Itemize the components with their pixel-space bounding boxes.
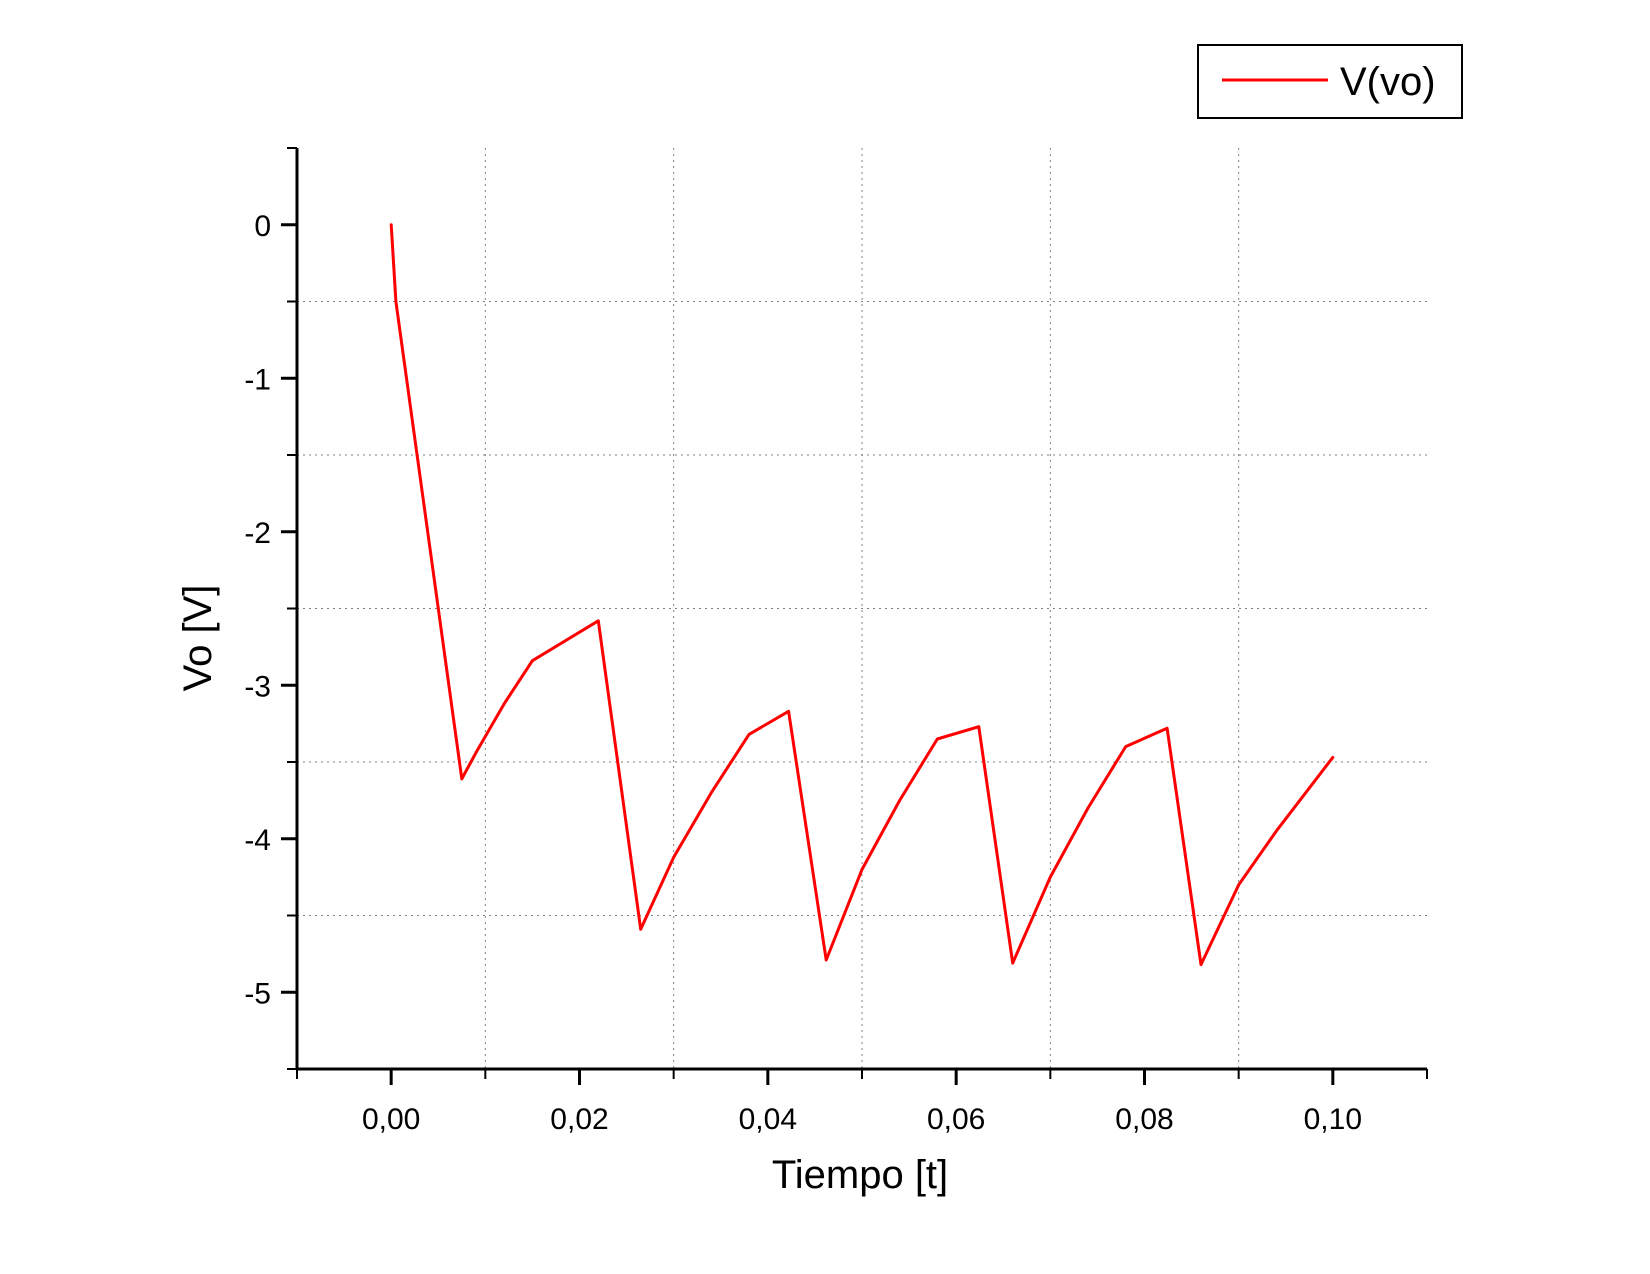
legend: V(vo) [1197, 44, 1463, 119]
grid [297, 148, 1427, 1069]
x-axis-title: Tiempo [t] [772, 1153, 948, 1197]
x-tick-label: 0,04 [739, 1103, 797, 1136]
x-tick-label: 0,10 [1304, 1103, 1362, 1136]
y-tick-label: -2 [244, 517, 271, 550]
y-tick-label: -3 [244, 670, 271, 703]
ticks: 0,00 0,02 0,04 0,06 0,08 0,10 0 -1 -2 -3 -4 -5 [244, 147, 1428, 1136]
series-line-v-vo [389, 223, 1335, 967]
legend-label-v-vo: V(vo) [1340, 60, 1436, 104]
y-tick-label: 0 [254, 210, 271, 243]
y-tick-label: -1 [244, 363, 271, 396]
series-layer [389, 223, 1335, 967]
y-tick-label: -4 [244, 824, 271, 857]
x-tick-label: 0,00 [362, 1103, 420, 1136]
y-axis-title: Vo [V] [176, 585, 220, 692]
x-tick-label: 0,08 [1115, 1103, 1173, 1136]
y-tick-label: -5 [244, 977, 271, 1010]
x-tick-label: 0,02 [550, 1103, 608, 1136]
x-tick-label: 0,06 [927, 1103, 985, 1136]
